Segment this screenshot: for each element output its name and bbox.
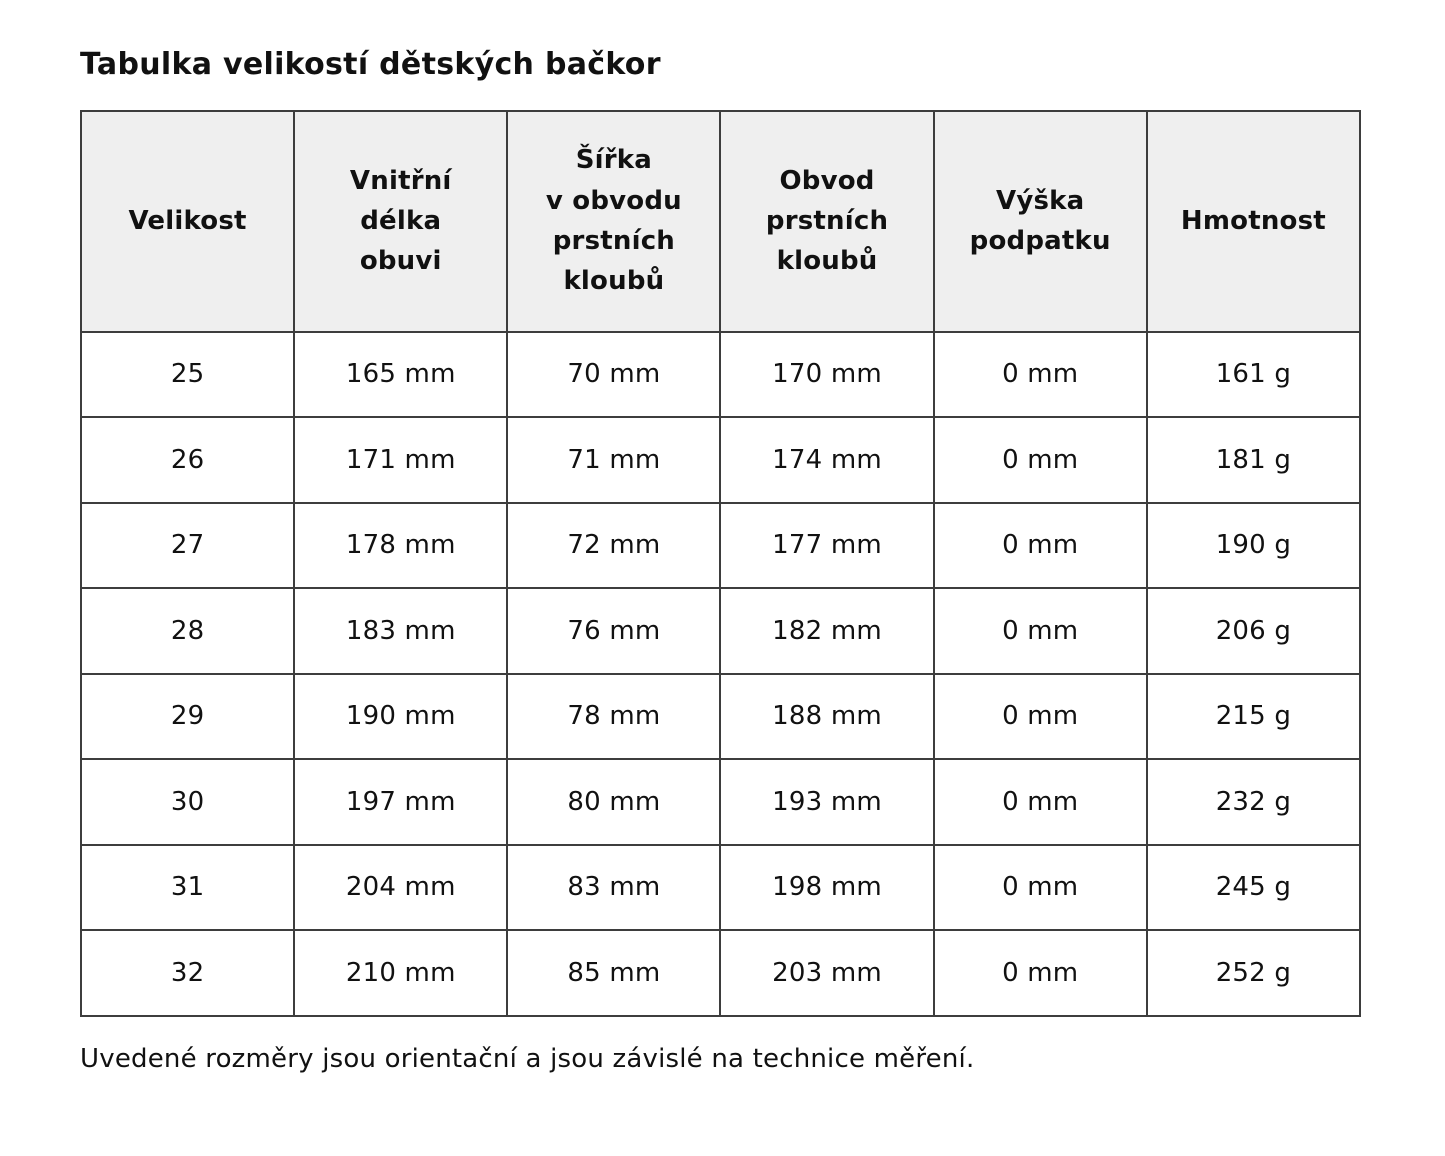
inner-length-cell: 210 mm xyxy=(293,929,509,1017)
column-header-sirka-v-obvodu-prstnich-kloubu: Šířka v obvodu prstních kloubů xyxy=(506,109,722,333)
width-cell: 78 mm xyxy=(506,672,722,760)
column-header-hmotnost: Hmotnost xyxy=(1145,109,1362,333)
table-row: 31 204 mm 83 mm 198 mm 0 mm 245 g xyxy=(79,843,1362,931)
table-row: 27 178 mm 72 mm 177 mm 0 mm 190 g xyxy=(79,501,1362,589)
table-row: 32 210 mm 85 mm 203 mm 0 mm 252 g xyxy=(79,929,1362,1017)
size-table: Velikost Vnitřní délka obuvi Šířka v obv… xyxy=(79,109,1362,1017)
table-row: 30 197 mm 80 mm 193 mm 0 mm 232 g xyxy=(79,758,1362,846)
size-cell: 32 xyxy=(79,929,296,1017)
weight-cell: 161 g xyxy=(1145,330,1362,418)
circumference-cell: 203 mm xyxy=(719,929,935,1017)
weight-cell: 215 g xyxy=(1145,672,1362,760)
heel-height-cell: 0 mm xyxy=(932,929,1148,1017)
column-header-vnitrni-delka-obuvi: Vnitřní délka obuvi xyxy=(293,109,509,333)
circumference-cell: 177 mm xyxy=(719,501,935,589)
size-cell: 31 xyxy=(79,843,296,931)
heel-height-cell: 0 mm xyxy=(932,330,1148,418)
weight-cell: 245 g xyxy=(1145,843,1362,931)
inner-length-cell: 171 mm xyxy=(293,416,509,504)
width-cell: 72 mm xyxy=(506,501,722,589)
table-row: 28 183 mm 76 mm 182 mm 0 mm 206 g xyxy=(79,587,1362,675)
circumference-cell: 188 mm xyxy=(719,672,935,760)
column-header-velikost: Velikost xyxy=(79,109,296,333)
heel-height-cell: 0 mm xyxy=(932,843,1148,931)
heel-height-cell: 0 mm xyxy=(932,501,1148,589)
width-cell: 85 mm xyxy=(506,929,722,1017)
column-header-vyska-podpatku: Výška podpatku xyxy=(932,109,1148,333)
table-header: Velikost Vnitřní délka obuvi Šířka v obv… xyxy=(79,109,1362,333)
circumference-cell: 182 mm xyxy=(719,587,935,675)
column-header-obvod-prstnich-kloubu: Obvod prstních kloubů xyxy=(719,109,935,333)
inner-length-cell: 183 mm xyxy=(293,587,509,675)
circumference-cell: 193 mm xyxy=(719,758,935,846)
table-row: 25 165 mm 70 mm 170 mm 0 mm 161 g xyxy=(79,330,1362,418)
heel-height-cell: 0 mm xyxy=(932,587,1148,675)
width-cell: 70 mm xyxy=(506,330,722,418)
inner-length-cell: 197 mm xyxy=(293,758,509,846)
heel-height-cell: 0 mm xyxy=(932,758,1148,846)
width-cell: 80 mm xyxy=(506,758,722,846)
page-title: Tabulka velikostí dětských bačkor xyxy=(80,47,661,82)
circumference-cell: 170 mm xyxy=(719,330,935,418)
inner-length-cell: 165 mm xyxy=(293,330,509,418)
weight-cell: 252 g xyxy=(1145,929,1362,1017)
heel-height-cell: 0 mm xyxy=(932,672,1148,760)
width-cell: 76 mm xyxy=(506,587,722,675)
size-cell: 27 xyxy=(79,501,296,589)
weight-cell: 181 g xyxy=(1145,416,1362,504)
size-cell: 25 xyxy=(79,330,296,418)
size-cell: 26 xyxy=(79,416,296,504)
table-body: 25 165 mm 70 mm 170 mm 0 mm 161 g 26 171 mm 71 m… xyxy=(79,330,1362,1017)
table-row: 26 171 mm 71 mm 174 mm 0 mm 181 g xyxy=(79,416,1362,504)
circumference-cell: 198 mm xyxy=(719,843,935,931)
size-cell: 30 xyxy=(79,758,296,846)
inner-length-cell: 178 mm xyxy=(293,501,509,589)
width-cell: 83 mm xyxy=(506,843,722,931)
width-cell: 71 mm xyxy=(506,416,722,504)
size-cell: 29 xyxy=(79,672,296,760)
weight-cell: 232 g xyxy=(1145,758,1362,846)
weight-cell: 206 g xyxy=(1145,587,1362,675)
heel-height-cell: 0 mm xyxy=(932,416,1148,504)
size-cell: 28 xyxy=(79,587,296,675)
inner-length-cell: 204 mm xyxy=(293,843,509,931)
table-header-row: Velikost Vnitřní délka obuvi Šířka v obv… xyxy=(79,109,1362,333)
inner-length-cell: 190 mm xyxy=(293,672,509,760)
table-row: 29 190 mm 78 mm 188 mm 0 mm 215 g xyxy=(79,672,1362,760)
weight-cell: 190 g xyxy=(1145,501,1362,589)
footnote: Uvedené rozměry jsou orientační a jsou z… xyxy=(80,1043,975,1074)
circumference-cell: 174 mm xyxy=(719,416,935,504)
